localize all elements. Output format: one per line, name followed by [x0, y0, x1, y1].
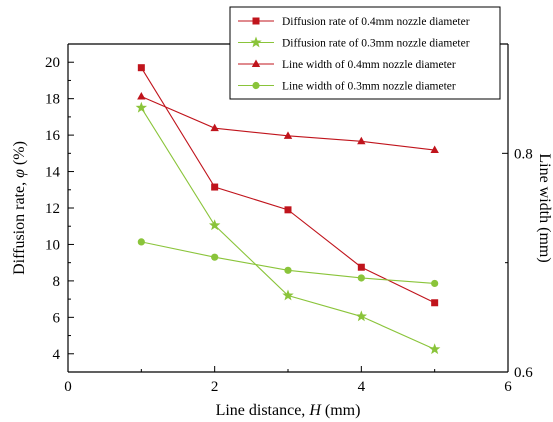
data-point	[357, 136, 366, 145]
series-3	[137, 91, 439, 154]
data-point	[431, 299, 439, 307]
x-tick-label: 0	[64, 379, 72, 395]
data-point	[357, 263, 365, 271]
x-tick-label: 6	[504, 379, 512, 395]
data-point	[428, 343, 441, 355]
data-point	[284, 206, 292, 214]
legend-marker	[252, 17, 260, 25]
y-axis-title: Diffusion rate, φ (%)	[11, 141, 28, 275]
data-point	[137, 64, 145, 72]
series-line	[140, 107, 435, 350]
y-tick-label: 6	[53, 310, 61, 326]
y-tick-label: 4	[53, 347, 61, 363]
data-point	[211, 183, 219, 191]
legend: Diffusion rate of 0.4mm nozzle diameter D…	[229, 6, 501, 100]
x-axis-title: Line distance, H (mm)	[216, 402, 361, 419]
y2-tick-label: 0.8	[514, 146, 533, 162]
data-point	[208, 219, 221, 231]
y2-axis-title: Line width (mm)	[536, 153, 553, 262]
data-point	[282, 289, 294, 301]
plot-area	[135, 64, 441, 355]
y-tick-label: 10	[45, 237, 60, 253]
data-point	[283, 131, 293, 139]
data-point	[137, 91, 146, 100]
legend-label: Line width of 0.4mm nozzle diameter	[282, 59, 456, 71]
data-point	[355, 310, 368, 322]
y2-tick-label: 0.6	[514, 365, 533, 381]
data-point	[211, 253, 219, 261]
y-tick-label: 14	[45, 165, 61, 181]
y-tick-label: 8	[53, 274, 61, 290]
y-tick-label: 18	[45, 92, 60, 108]
data-point	[357, 274, 365, 282]
x-tick-label: 2	[211, 379, 219, 395]
series-4	[137, 238, 439, 288]
y-tick-label: 12	[45, 201, 60, 217]
legend-box	[229, 6, 501, 100]
series-line	[141, 241, 435, 284]
data-point	[137, 238, 145, 246]
series-2	[135, 101, 441, 355]
data-point	[430, 145, 439, 154]
axes: 0 2 4 6 4 6 8 10 12 14 16 18 20 0.6 0.8	[45, 43, 533, 395]
y-tick-label: 16	[45, 128, 61, 144]
x-tick-label: 4	[358, 379, 366, 395]
legend-label: Diffusion rate of 0.3mm nozzle diameter	[282, 38, 470, 50]
series-line	[141, 95, 435, 151]
legend-marker	[251, 59, 261, 67]
data-point	[135, 101, 148, 113]
data-point	[284, 266, 292, 274]
legend-label: Line width of 0.3mm nozzle diameter	[282, 81, 456, 93]
legend-marker	[250, 36, 262, 48]
legend-marker	[252, 81, 260, 90]
series-1	[137, 64, 439, 307]
y-tick-label: 20	[45, 55, 60, 71]
data-point	[431, 279, 439, 288]
data-point	[210, 123, 219, 132]
legend-label: Diffusion rate of 0.4mm nozzle diameter	[282, 16, 470, 28]
